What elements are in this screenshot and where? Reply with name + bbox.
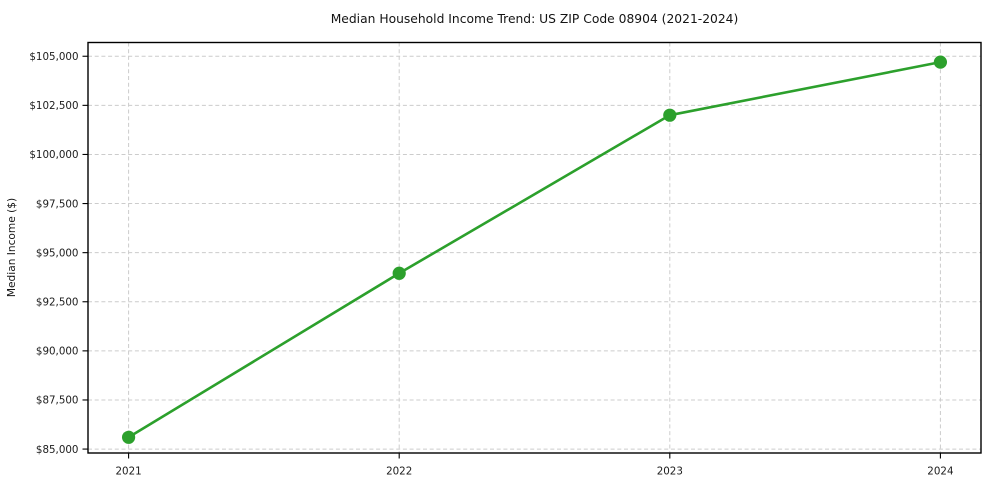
x-tick-label: 2024 bbox=[927, 466, 953, 478]
x-tick-label: 2023 bbox=[657, 466, 683, 478]
data-point-marker bbox=[663, 108, 677, 122]
y-tick-label: $85,000 bbox=[36, 444, 79, 456]
data-point-marker bbox=[392, 266, 406, 280]
y-tick-label: $100,000 bbox=[29, 149, 78, 161]
x-tick-label: 2021 bbox=[115, 466, 141, 478]
plot-border bbox=[87, 41, 982, 454]
trend-line bbox=[127, 60, 942, 439]
y-tick-label: $87,500 bbox=[36, 395, 79, 407]
y-tick-label: $90,000 bbox=[36, 346, 79, 358]
data-point-marker bbox=[121, 430, 136, 444]
y-tick-label: $92,500 bbox=[36, 296, 79, 308]
chart-title: Median Household Income Trend: US ZIP Co… bbox=[331, 12, 739, 26]
y-tick-label: $105,000 bbox=[29, 51, 78, 63]
plot-area: $85,000 $87,500 $90,000 $92,500 $95,000 $97,5… bbox=[29, 41, 982, 478]
y-tick-label: $102,500 bbox=[29, 100, 78, 112]
data-point-marker bbox=[933, 55, 948, 69]
y-axis-label: Median Income ($) bbox=[6, 198, 18, 297]
x-tick-label: 2022 bbox=[386, 466, 412, 478]
y-tick-label: $95,000 bbox=[36, 247, 79, 259]
y-tick-label: $97,500 bbox=[36, 198, 79, 210]
